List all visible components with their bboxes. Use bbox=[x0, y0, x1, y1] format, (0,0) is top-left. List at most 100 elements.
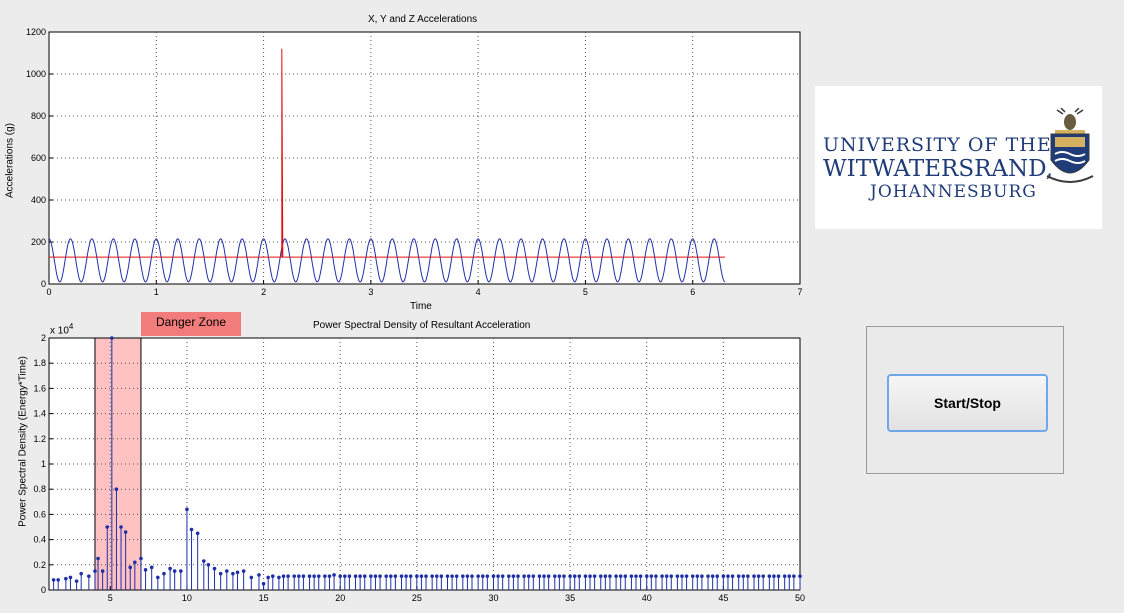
top-plot-xlabel: Time bbox=[410, 301, 432, 312]
top-tick-label-y: 1000 bbox=[26, 69, 46, 79]
psd-stem-marker bbox=[761, 574, 766, 578]
psd-stem-marker bbox=[79, 571, 83, 576]
top-tick-label-x: 7 bbox=[797, 287, 802, 297]
psd-stem-marker bbox=[399, 574, 404, 578]
psd-stem-marker bbox=[614, 574, 618, 578]
top-tick-label-y: 1200 bbox=[26, 27, 46, 37]
bottom-tick-label-y: 1.8 bbox=[33, 358, 46, 368]
psd-stem-marker bbox=[139, 556, 143, 561]
psd-stem-marker bbox=[664, 574, 669, 578]
bottom-plot-ylabel: Power Spectral Density (Energy*Time) bbox=[17, 356, 29, 527]
bottom-tick-label-y: 0.2 bbox=[33, 560, 46, 570]
psd-stem-marker bbox=[546, 574, 551, 578]
bottom-tick-label-x: 20 bbox=[335, 593, 345, 603]
psd-stem-marker bbox=[572, 574, 577, 578]
psd-stem-marker bbox=[212, 566, 217, 571]
psd-stem-marker bbox=[338, 574, 343, 578]
psd-stem-marker bbox=[798, 574, 802, 578]
psd-stem-marker bbox=[776, 574, 781, 578]
top-tick-label-x: 2 bbox=[261, 287, 266, 297]
psd-stem-marker bbox=[660, 574, 664, 578]
start-stop-button[interactable]: Start/Stop bbox=[887, 374, 1048, 432]
psd-stem-marker bbox=[347, 574, 352, 578]
psd-stem-marker bbox=[266, 575, 270, 580]
logo-line-3: JOHANNESBURG bbox=[870, 182, 1037, 202]
bottom-tick-label-y: 0.6 bbox=[33, 509, 46, 519]
bottom-tick-label-x: 50 bbox=[795, 593, 805, 603]
psd-stem-marker bbox=[562, 574, 566, 578]
psd-stem-marker bbox=[706, 574, 710, 578]
top-tick-label-x: 5 bbox=[583, 287, 588, 297]
series-line-oscillation bbox=[48, 238, 726, 283]
psd-stem-marker bbox=[201, 559, 206, 563]
psd-stem-marker bbox=[700, 574, 704, 578]
psd-stem-marker bbox=[480, 574, 485, 578]
psd-stem-marker bbox=[277, 575, 281, 580]
bottom-tick-label-y: 1 bbox=[41, 459, 46, 469]
psd-stem-marker bbox=[378, 574, 382, 578]
danger-zone-label: Danger Zone bbox=[141, 312, 241, 336]
psd-stem-marker bbox=[224, 569, 229, 573]
psd-stem-marker bbox=[511, 574, 516, 578]
psd-stem-marker bbox=[445, 574, 450, 578]
top-plot-title: X, Y and Z Accelerations bbox=[368, 14, 478, 25]
psd-stem-marker bbox=[598, 574, 603, 578]
psd-stem-marker bbox=[634, 574, 638, 578]
psd-stem-marker bbox=[434, 574, 439, 578]
top-tick-label-y: 600 bbox=[31, 153, 46, 163]
bottom-tick-label-x: 45 bbox=[718, 593, 728, 603]
psd-stem-marker bbox=[105, 525, 110, 529]
psd-stem-marker bbox=[270, 574, 275, 578]
psd-stem-marker bbox=[654, 574, 658, 578]
bottom-tick-label-y: 0 bbox=[41, 585, 46, 595]
psd-stem-marker bbox=[767, 574, 772, 578]
top-tick-label-x: 0 bbox=[46, 287, 51, 297]
psd-stem-marker bbox=[516, 574, 520, 578]
psd-stem-marker bbox=[649, 574, 654, 578]
psd-stem-marker bbox=[603, 574, 608, 578]
psd-stem-marker bbox=[772, 574, 776, 578]
psd-stem-marker bbox=[506, 574, 511, 578]
psd-stem-marker bbox=[695, 574, 700, 578]
psd-stem-marker bbox=[292, 574, 297, 578]
psd-stem-marker bbox=[312, 574, 316, 578]
psd-stem-marker bbox=[461, 574, 465, 578]
psd-stem-marker bbox=[638, 574, 643, 578]
psd-stem-marker bbox=[623, 574, 628, 578]
psd-stem-marker bbox=[281, 574, 286, 578]
psd-stem-marker bbox=[756, 574, 761, 578]
psd-stem-marker bbox=[404, 574, 408, 578]
psd-stem-marker bbox=[496, 574, 500, 578]
psd-stem-marker bbox=[56, 578, 60, 582]
psd-stem-marker bbox=[261, 581, 266, 586]
psd-stem-marker bbox=[726, 574, 730, 578]
bottom-tick-label-x: 40 bbox=[642, 593, 652, 603]
psd-stem-marker bbox=[362, 574, 367, 578]
psd-stem-marker bbox=[384, 574, 388, 578]
psd-stem-marker bbox=[128, 565, 133, 570]
top-plot-area bbox=[48, 31, 801, 285]
bottom-plot-title: Power Spectral Density of Resultant Acce… bbox=[313, 320, 531, 331]
bottom-tick-label-y: 1.2 bbox=[33, 434, 46, 444]
bottom-tick-label-x: 5 bbox=[108, 593, 113, 603]
psd-stem-marker bbox=[327, 574, 332, 578]
psd-stem-marker bbox=[618, 574, 623, 578]
psd-stem-marker bbox=[168, 566, 172, 571]
psd-stem-marker bbox=[568, 574, 572, 578]
psd-stem-marker bbox=[491, 574, 496, 578]
psd-stem-marker bbox=[206, 563, 211, 567]
psd-stem-marker bbox=[301, 574, 306, 578]
psd-stem-marker bbox=[680, 574, 684, 578]
psd-stem-marker bbox=[741, 574, 746, 578]
psd-stem-marker bbox=[286, 574, 290, 578]
bottom-tick-label-x: 15 bbox=[259, 593, 269, 603]
psd-stem-marker bbox=[588, 574, 592, 578]
bottom-tick-label-y: 0.4 bbox=[33, 535, 46, 545]
psd-stem-marker bbox=[782, 574, 787, 578]
danger-zone-band bbox=[94, 337, 142, 591]
psd-stem-marker bbox=[185, 507, 189, 512]
exponent-power: 4 bbox=[68, 322, 74, 331]
top-tick-label-y: 400 bbox=[31, 195, 46, 205]
psd-stem-marker bbox=[241, 569, 246, 573]
psd-stem-marker bbox=[64, 576, 68, 581]
